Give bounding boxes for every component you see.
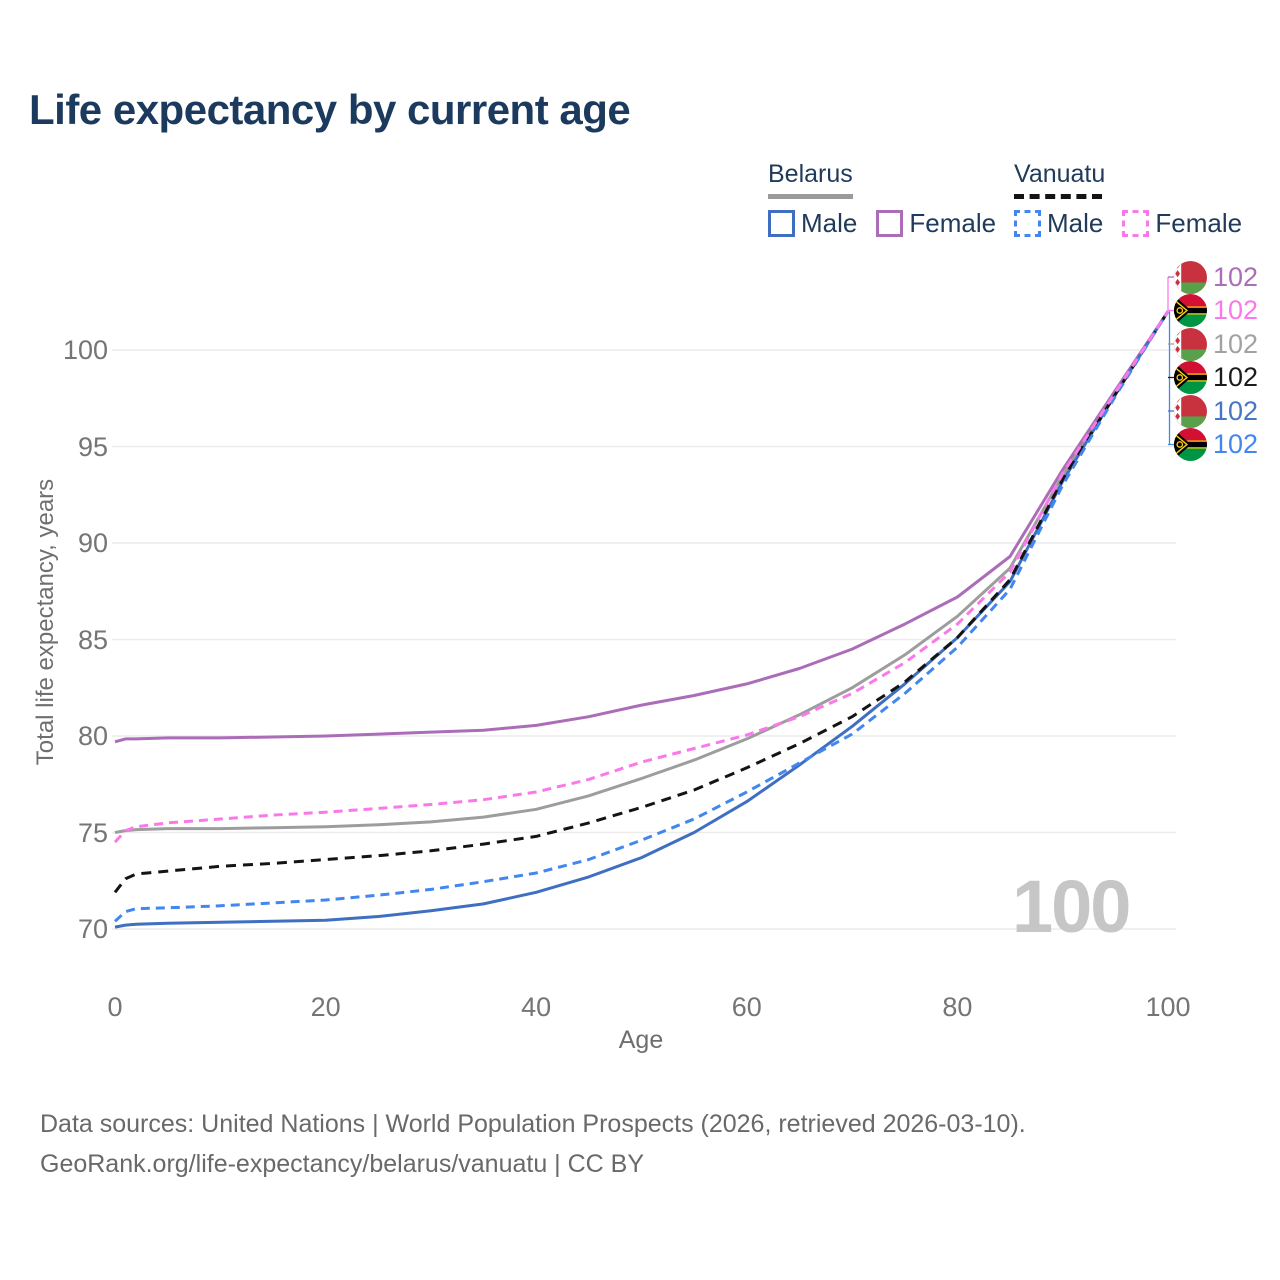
end-label-vanuatu-female: 102 xyxy=(1174,294,1258,328)
footer-sources: Data sources: United Nations | World Pop… xyxy=(40,1110,1026,1138)
end-label-value: 102 xyxy=(1213,261,1259,292)
vanuatu-flag-icon xyxy=(1174,361,1207,394)
end-label-value: 102 xyxy=(1213,395,1259,426)
x-tick-60: 60 xyxy=(731,992,762,1022)
legend-swatch-solid-box xyxy=(876,210,904,237)
end-label-value: 102 xyxy=(1213,429,1259,459)
x-tick-20: 20 xyxy=(310,992,341,1022)
belarus-flag xyxy=(1174,394,1207,428)
series-line-belarus-female[interactable] xyxy=(114,310,1170,744)
legend-item-vanuatu-male[interactable]: Male xyxy=(1014,208,1103,239)
legend-swatch-solid-box xyxy=(768,210,795,237)
vanuatu-flag xyxy=(1174,361,1207,394)
age-watermark: 100 xyxy=(1012,865,1131,948)
x-axis-title: Age xyxy=(618,1026,664,1054)
belarus-line-swatch xyxy=(768,194,853,199)
end-label-vanuatu-male: 102 xyxy=(1174,428,1258,462)
end-label-belarus: 102 xyxy=(1174,327,1258,361)
legend-group-title-belarus[interactable]: Belarus xyxy=(768,160,853,188)
legend-swatch-dashed-box xyxy=(1122,210,1150,237)
belarus-flag-icon xyxy=(1174,394,1207,428)
y-tick-95: 95 xyxy=(77,431,108,462)
x-tick-100: 100 xyxy=(1145,992,1191,1022)
y-tick-75: 75 xyxy=(77,817,108,848)
legend-group-belarus: Belarus Male Female xyxy=(768,160,996,239)
y-tick-90: 90 xyxy=(77,528,108,558)
vanuatu-flag-icon xyxy=(1174,294,1207,327)
x-tick-40: 40 xyxy=(521,992,552,1022)
y-tick-70: 70 xyxy=(77,914,108,944)
end-label-belarus-female: 102 xyxy=(1174,260,1258,294)
vanuatu-flag-icon xyxy=(1174,428,1207,461)
series-line-vanuatu[interactable] xyxy=(113,310,1170,894)
legend-group-vanuatu: Vanuatu Male Female xyxy=(1014,160,1242,239)
legend-item-label: Male xyxy=(1047,208,1104,238)
legend-items-belarus: Male Female xyxy=(768,208,996,239)
y-tick-100: 100 xyxy=(62,335,108,365)
legend-item-label: Female xyxy=(909,208,997,238)
x-tick-0: 0 xyxy=(107,992,123,1022)
legend-swatch-dashed-box xyxy=(1014,210,1041,237)
belarus-flag-icon xyxy=(1174,327,1207,361)
vanuatu-flag xyxy=(1174,428,1207,461)
legend-item-label: Male xyxy=(801,208,858,238)
x-tick-80: 80 xyxy=(942,992,973,1022)
legend-items-vanuatu: Male Female xyxy=(1014,208,1242,239)
belarus-flag xyxy=(1174,260,1207,294)
end-label-value: 102 xyxy=(1213,328,1259,359)
belarus-flag xyxy=(1174,327,1207,361)
legend-item-belarus-male[interactable]: Male xyxy=(768,208,857,239)
page-title: Life expectancy by current age xyxy=(29,86,631,133)
footer-attribution: GeoRank.org/life-expectancy/belarus/vanu… xyxy=(40,1150,645,1178)
legend-group-title-vanuatu[interactable]: Vanuatu xyxy=(1014,160,1106,188)
series-line-vanuatu-female[interactable] xyxy=(113,310,1170,844)
end-label-vanuatu: 102 xyxy=(1174,361,1258,395)
end-label-value: 102 xyxy=(1213,295,1259,325)
series-line-belarus[interactable] xyxy=(114,310,1170,834)
y-axis-title: Total life expectancy, years xyxy=(32,478,59,766)
series-line-belarus-male[interactable] xyxy=(114,310,1170,929)
legend-item-vanuatu-female[interactable]: Female xyxy=(1122,208,1242,239)
series-line-vanuatu-male[interactable] xyxy=(113,310,1170,923)
y-tick-85: 85 xyxy=(77,624,108,655)
legend-item-belarus-female[interactable]: Female xyxy=(876,208,996,239)
y-tick-80: 80 xyxy=(77,721,108,751)
vanuatu-line-swatch xyxy=(1014,194,1102,199)
end-label-belarus-male: 102 xyxy=(1174,394,1258,428)
legend-item-label: Female xyxy=(1155,208,1243,238)
vanuatu-flag xyxy=(1174,294,1207,327)
belarus-flag-icon xyxy=(1174,260,1207,294)
end-label-value: 102 xyxy=(1213,362,1259,392)
